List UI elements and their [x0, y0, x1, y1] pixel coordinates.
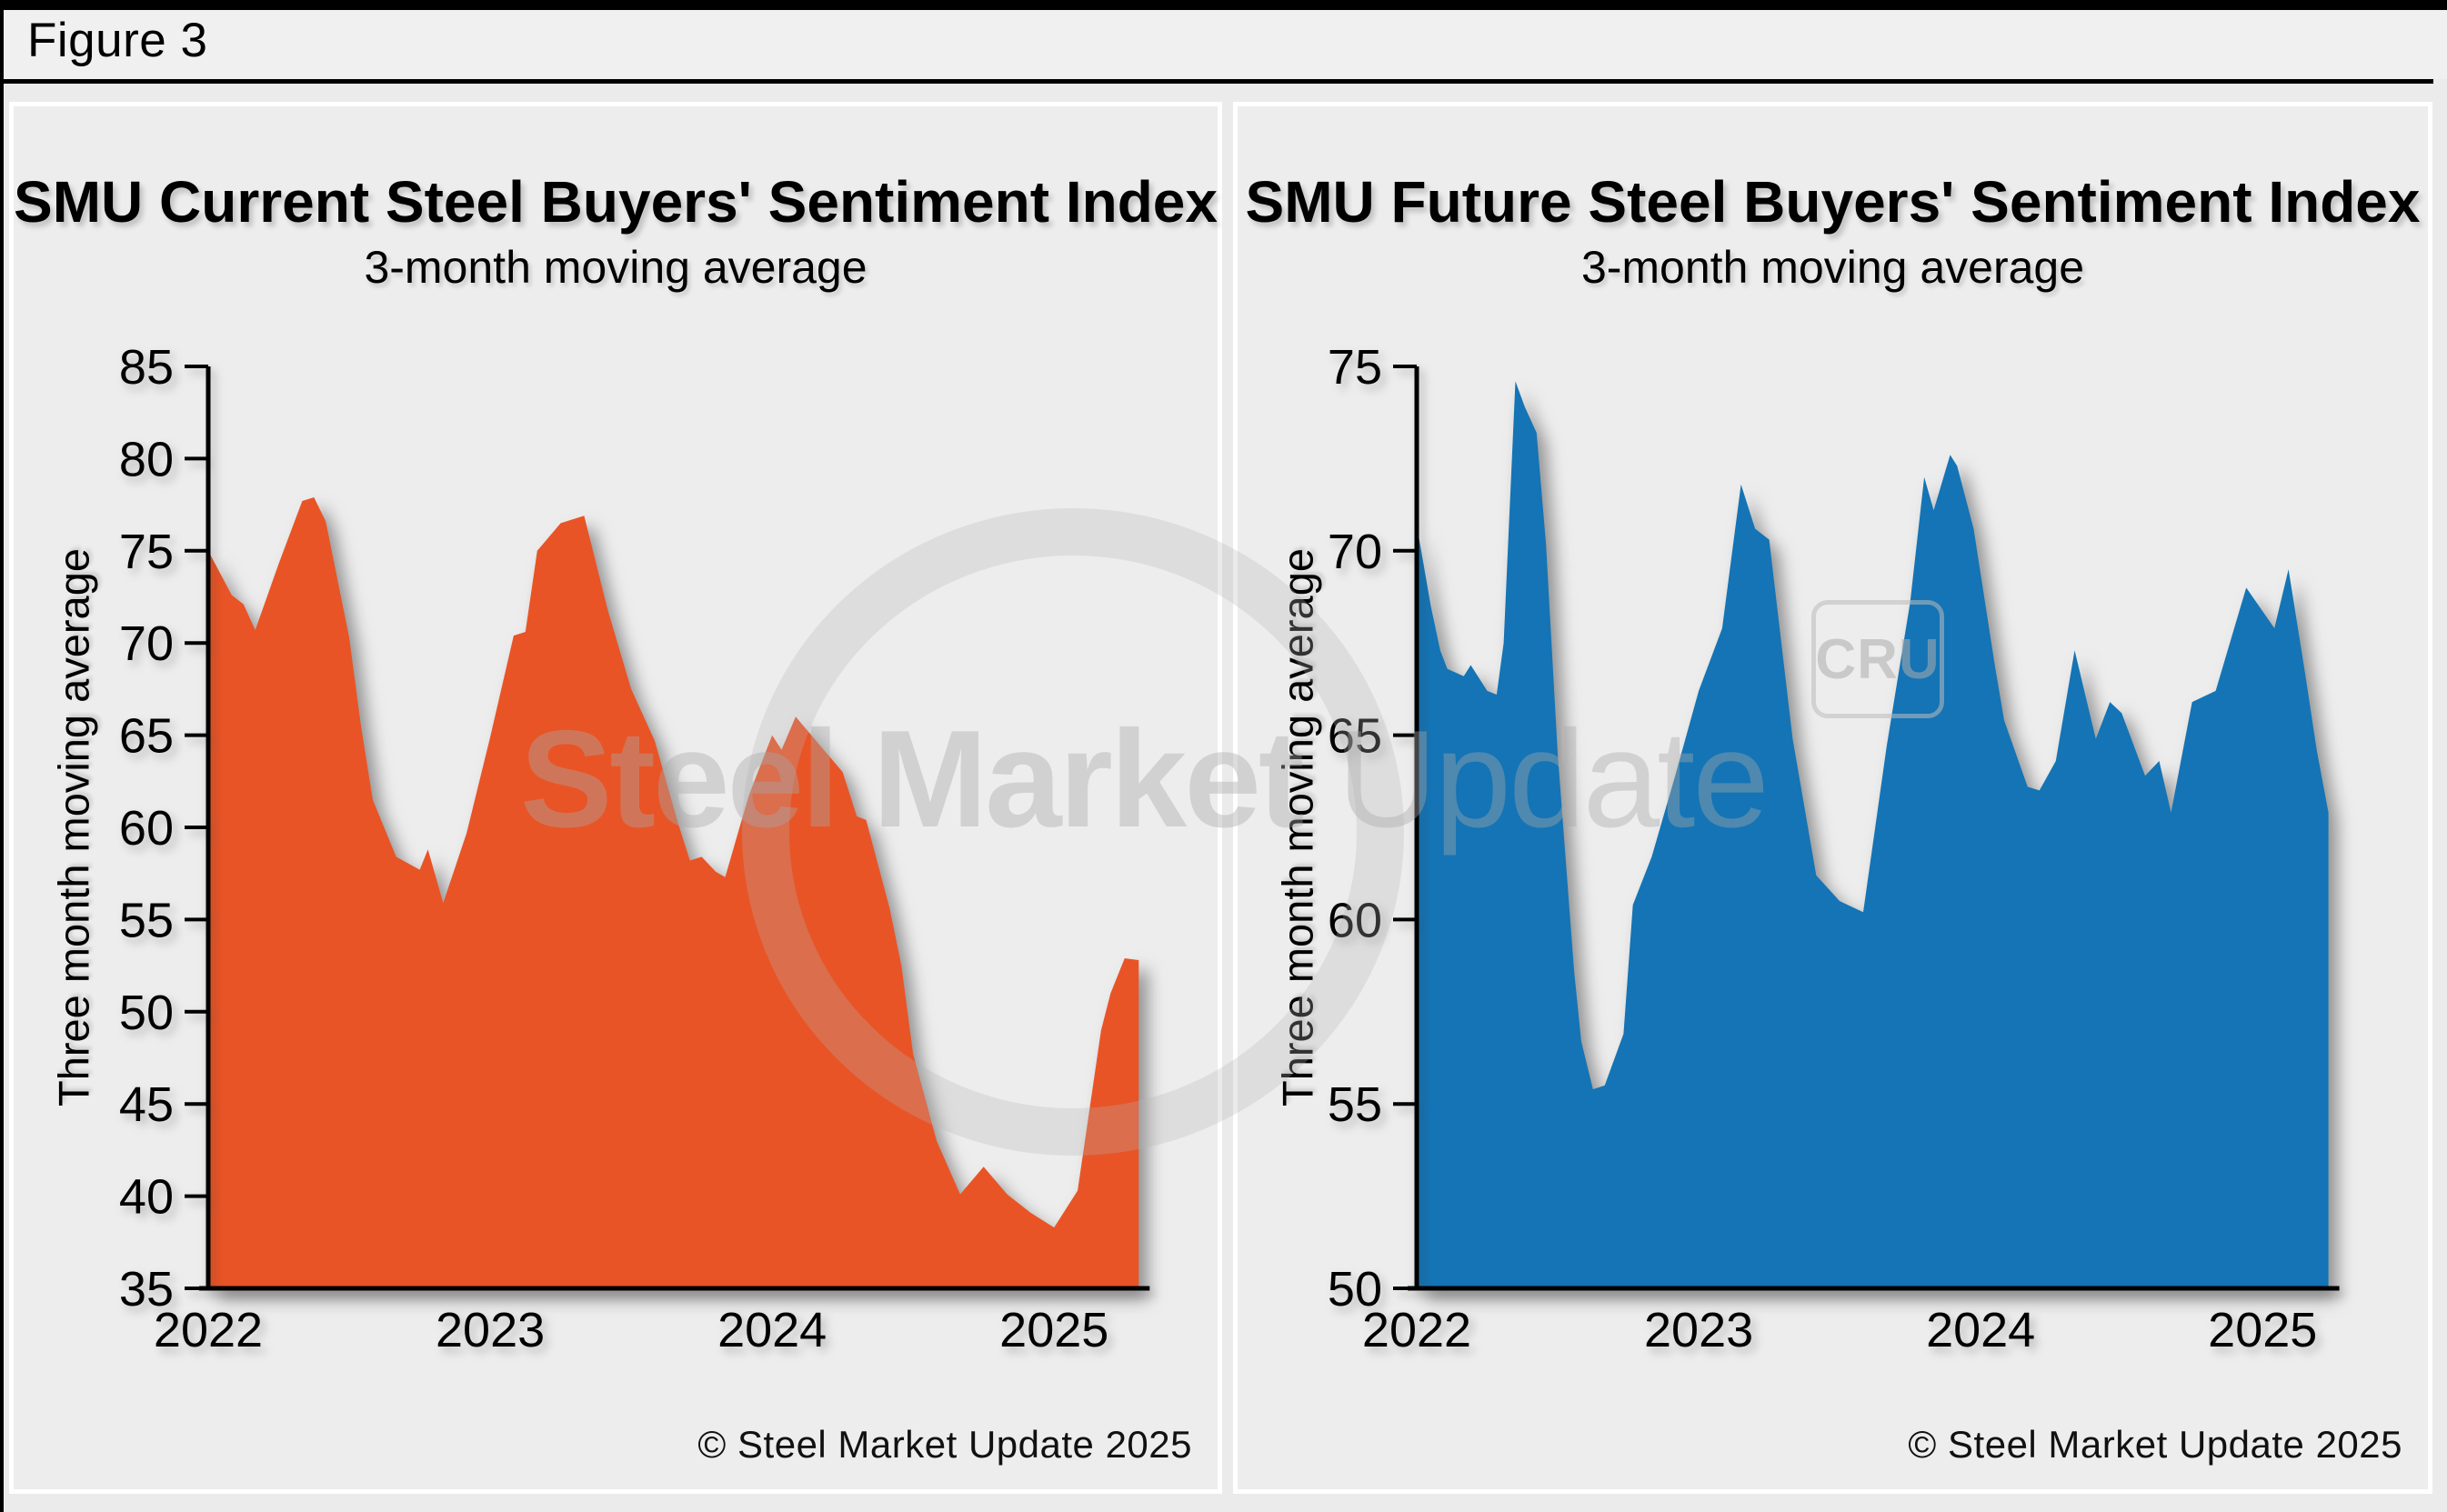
- y-tick-label: 70: [1328, 525, 1382, 579]
- chart-subtitle: 3-month moving average: [364, 242, 867, 293]
- chart-subtitle: 3-month moving average: [1580, 242, 2085, 293]
- figure-header: [0, 10, 2447, 79]
- x-tick-label: 2023: [436, 1303, 545, 1357]
- x-tick-label: 2024: [717, 1303, 827, 1357]
- chart-title: SMU Current Steel Buyers' Sentiment Inde…: [14, 169, 1218, 235]
- x-tick-label: 2022: [1362, 1303, 1471, 1357]
- y-tick-label: 55: [1328, 1077, 1382, 1132]
- y-tick-label: 60: [1328, 893, 1382, 947]
- y-tick-label: 35: [119, 1262, 174, 1317]
- y-tick-label: 75: [119, 525, 174, 579]
- header-divider: [0, 79, 2433, 84]
- SMU Future Steel Buyers Sentiment Index 3-month moving average: [1417, 381, 2329, 1288]
- y-tick-label: 65: [1328, 709, 1382, 764]
- window-left-edge: [0, 0, 4, 1512]
- y-tick-label: 50: [1328, 1262, 1382, 1317]
- y-tick-label: 40: [119, 1170, 174, 1225]
- y-tick-label: 80: [119, 432, 174, 486]
- figure-label: Figure 3: [27, 14, 208, 67]
- y-tick-label: 75: [1328, 340, 1382, 395]
- SMU Current Steel Buyers Sentiment Index 3-month moving average: [208, 497, 1139, 1288]
- x-tick-label: 2025: [2208, 1303, 2317, 1357]
- y-tick-label: 85: [119, 340, 174, 395]
- y-tick-label: 55: [119, 893, 174, 947]
- copyright-notice: © Steel Market Update 2025: [697, 1423, 1192, 1466]
- x-tick-label: 2023: [1644, 1303, 1753, 1357]
- window-top-bar: [0, 0, 2447, 10]
- future-sentiment-panel: SMU Future Steel Buyers' Sentiment Index…: [1233, 102, 2432, 1494]
- y-tick-label: 70: [119, 616, 174, 671]
- y-tick-label: 50: [119, 986, 174, 1040]
- current-sentiment-panel: SMU Current Steel Buyers' Sentiment Inde…: [9, 102, 1222, 1494]
- copyright-notice: © Steel Market Update 2025: [1908, 1423, 2402, 1466]
- y-tick-label: 65: [119, 709, 174, 764]
- y-tick-label: 60: [119, 801, 174, 856]
- x-tick-label: 2025: [999, 1303, 1108, 1357]
- x-tick-label: 2022: [154, 1303, 263, 1357]
- y-tick-label: 45: [119, 1077, 174, 1132]
- chart-title: SMU Future Steel Buyers' Sentiment Index: [1245, 169, 2421, 235]
- x-tick-label: 2024: [1926, 1303, 2035, 1357]
